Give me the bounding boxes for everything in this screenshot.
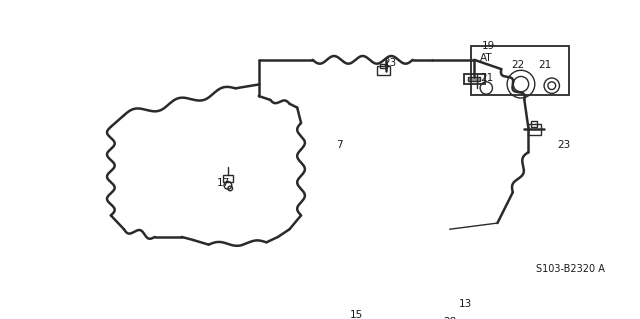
Bar — [531, 122, 538, 127]
Text: 21: 21 — [480, 73, 493, 83]
Text: 19: 19 — [482, 41, 495, 51]
Bar — [528, 124, 541, 135]
Bar — [468, 77, 481, 81]
Bar — [471, 46, 570, 95]
Bar — [380, 64, 387, 68]
Text: 15: 15 — [349, 310, 363, 319]
Text: 13: 13 — [459, 299, 472, 309]
Text: 28: 28 — [444, 317, 457, 319]
Text: 21: 21 — [539, 60, 552, 70]
Bar — [223, 174, 232, 182]
Text: S103-B2320 A: S103-B2320 A — [536, 264, 605, 274]
Bar — [372, 285, 391, 294]
Text: AT: AT — [480, 53, 493, 63]
Text: 23: 23 — [557, 139, 571, 150]
Bar — [463, 74, 485, 85]
Text: 7: 7 — [336, 139, 342, 150]
Bar — [378, 66, 390, 75]
Text: 22: 22 — [511, 60, 524, 70]
Text: 23: 23 — [383, 58, 397, 68]
Text: 17: 17 — [217, 178, 230, 188]
